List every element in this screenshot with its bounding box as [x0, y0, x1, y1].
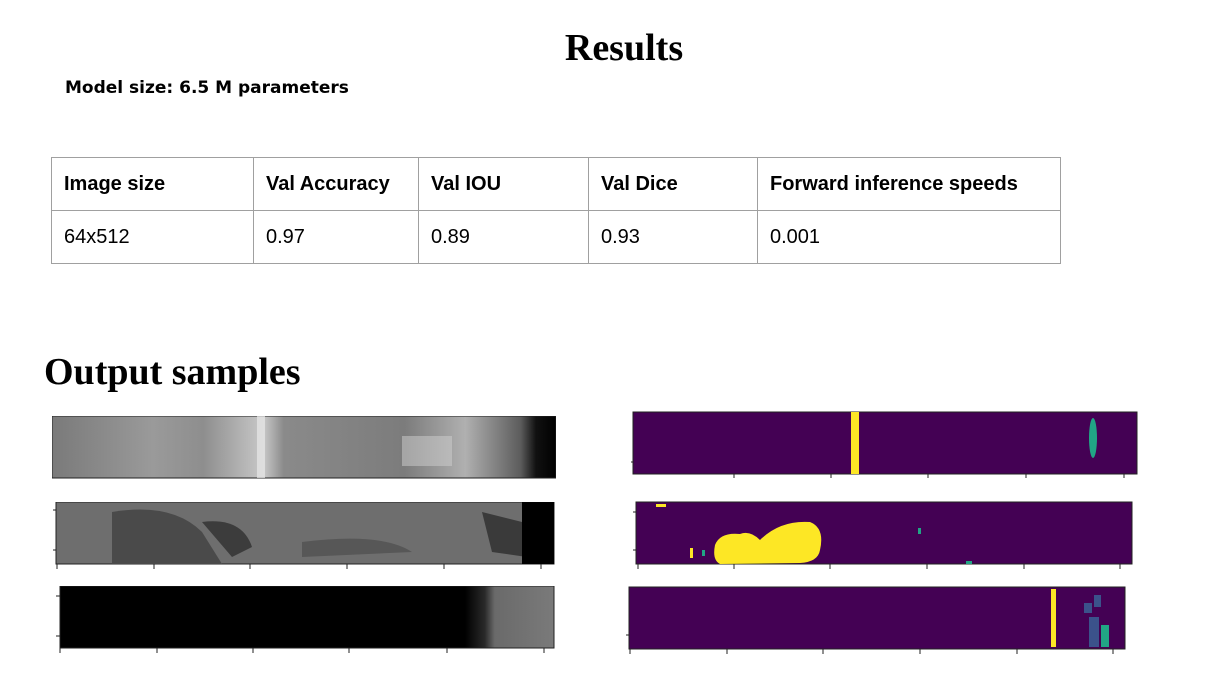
- table-row: 64x512 0.97 0.89 0.93 0.001: [51, 210, 1061, 264]
- input-sample-1: [52, 416, 556, 480]
- input-sample-2: [52, 502, 558, 574]
- mask-sample-2: [630, 500, 1136, 572]
- header-val-dice: Val Dice: [588, 157, 758, 211]
- output-samples-heading: Output samples: [44, 351, 301, 393]
- header-val-iou: Val IOU: [418, 157, 589, 211]
- results-table: Image size Val Accuracy Val IOU Val Dice…: [51, 157, 1061, 264]
- cell-val-iou: 0.89: [418, 210, 589, 264]
- header-inference-speed: Forward inference speeds: [757, 157, 1061, 211]
- mask-sample-3: [624, 585, 1130, 657]
- header-val-accuracy: Val Accuracy: [253, 157, 419, 211]
- cell-inference-speed: 0.001: [757, 210, 1061, 264]
- cell-val-accuracy: 0.97: [253, 210, 419, 264]
- mask-sample-1: [628, 410, 1140, 482]
- model-size-label: Model size: 6.5 M parameters: [65, 78, 349, 98]
- input-sample-3: [54, 586, 558, 658]
- header-image-size: Image size: [51, 157, 254, 211]
- cell-val-dice: 0.93: [588, 210, 758, 264]
- page-title: Results: [564, 27, 684, 69]
- cell-image-size: 64x512: [51, 210, 254, 264]
- table-header-row: Image size Val Accuracy Val IOU Val Dice…: [51, 157, 1061, 211]
